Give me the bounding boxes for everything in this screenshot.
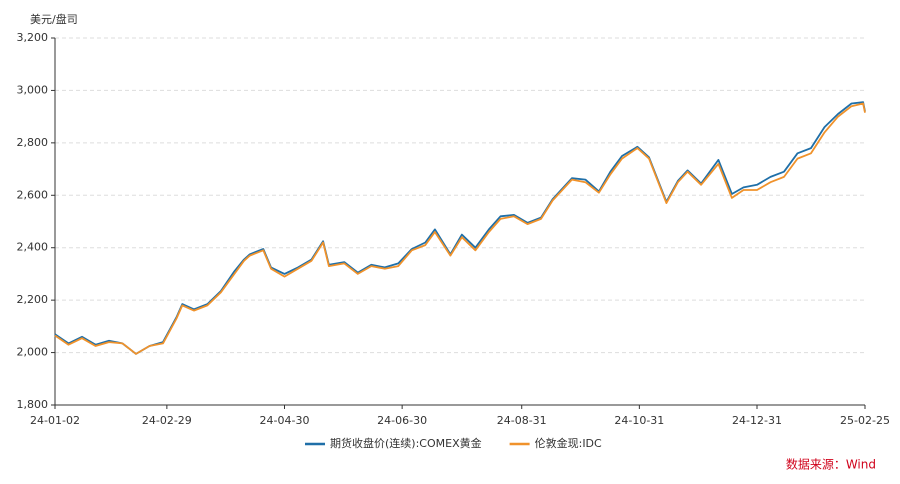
series-line [54, 102, 866, 355]
x-tick-label: 24-06-30 [377, 414, 427, 427]
x-tick-label: 24-01-02 [30, 414, 80, 427]
legend-label: 期货收盘价(连续):COMEX黄金 [330, 436, 482, 450]
y-tick-label: 2,800 [17, 136, 49, 149]
x-tick-label: 24-10-31 [614, 414, 664, 427]
y-tick-label: 2,600 [17, 188, 49, 201]
y-axis-label: 美元/盘司 [30, 12, 78, 26]
x-tick-label: 24-12-31 [732, 414, 782, 427]
y-tick-label: 2,200 [17, 293, 49, 306]
series-line [54, 101, 866, 355]
y-tick-label: 1,800 [17, 398, 49, 411]
x-tick-label: 24-08-31 [497, 414, 547, 427]
legend-label: 伦敦金现:IDC [535, 436, 602, 450]
y-tick-label: 3,200 [17, 31, 49, 44]
source-note: 数据来源：Wind [786, 457, 876, 472]
x-tick-label: 24-04-30 [260, 414, 310, 427]
x-tick-label: 25-02-25 [840, 414, 890, 427]
y-tick-label: 3,000 [17, 83, 49, 96]
y-tick-label: 2,400 [17, 241, 49, 254]
y-tick-label: 2,000 [17, 346, 49, 359]
x-tick-label: 24-02-29 [142, 414, 192, 427]
